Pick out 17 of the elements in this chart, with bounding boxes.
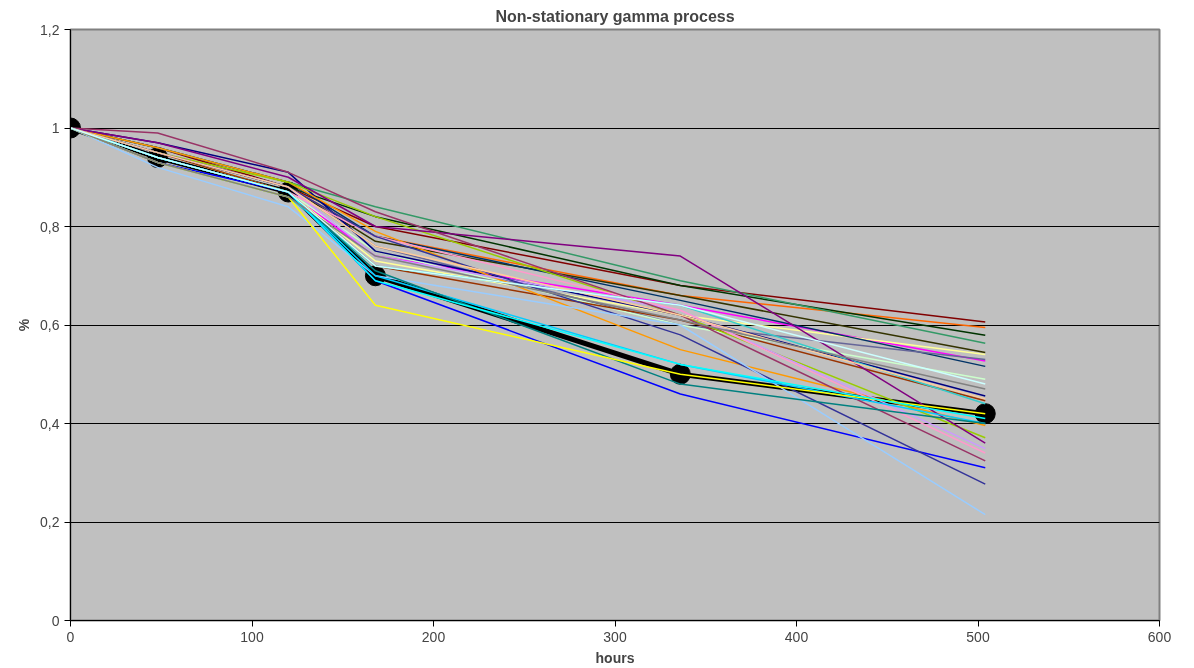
y-tick-label: 0,6 [40,317,60,333]
x-tick-label: 100 [240,628,264,645]
y-axis-title: % [16,318,33,332]
y-tick-label: 0,8 [40,218,60,235]
x-axis-title: hours [595,649,635,666]
x-tick-label: 600 [1147,628,1172,645]
x-tick-label: 400 [784,628,809,645]
x-tick-label: 300 [603,628,627,645]
y-tick-label: 1 [51,120,60,136]
chart-title: Non-stationary gamma process [495,7,735,25]
y-tick-label: 0,2 [40,514,60,530]
y-tick-label: 1,2 [40,21,60,38]
x-tick-label: 0 [66,628,75,645]
x-tick-label: 200 [421,628,446,645]
x-tick-label: 500 [966,628,990,645]
y-tick-label: 0 [51,612,60,629]
y-tick-label: 0,4 [40,415,60,432]
